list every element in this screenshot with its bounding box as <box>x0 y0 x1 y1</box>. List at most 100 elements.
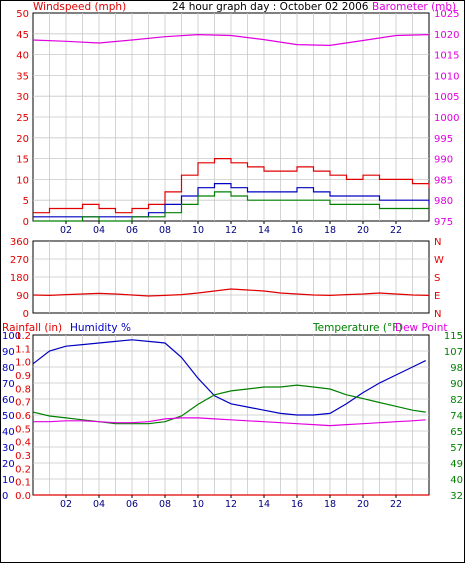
x-tick-label: 10 <box>192 225 204 236</box>
rain-tick-label: 1.1 <box>15 344 31 355</box>
baro-tick-label: 995 <box>434 134 453 145</box>
rain-tick-label: 0.4 <box>15 438 31 449</box>
rain-tick-label: 0.3 <box>15 451 31 462</box>
humidity-tick-label: 40 <box>2 427 15 438</box>
panel-1-ticks: 02 04 06 08 10 12 14 16 18 20 22051015202530354045… <box>16 9 459 236</box>
temperature-tick-label: 74 <box>450 411 463 422</box>
baro-tick-label: 1015 <box>434 51 459 62</box>
humidity-tick-label: 90 <box>2 347 15 358</box>
rain-tick-label: 0.2 <box>15 464 31 475</box>
temperature-tick-label: 49 <box>450 459 463 470</box>
rain-tick-label: 0.1 <box>15 478 31 489</box>
dewpoint-line <box>33 417 426 427</box>
wind-tick-label: 0 <box>23 217 29 228</box>
baro-axis-title: Barometer (mb) <box>372 1 456 13</box>
x-tick-label: 16 <box>291 499 303 510</box>
humidity-tick-label: 60 <box>2 395 15 406</box>
wind-tick-label: 5 <box>23 196 29 207</box>
direction-line <box>32 288 430 297</box>
baro-tick-label: 980 <box>434 196 453 207</box>
temperature-tick-label: 90 <box>450 379 463 390</box>
wind-tick-label: 15 <box>16 155 29 166</box>
temperature-tick-label: 32 <box>450 491 463 502</box>
wind-tick-label: 30 <box>16 92 29 103</box>
humidity-line <box>32 339 426 416</box>
wind-axis-title: Windspeed (mph) <box>33 1 126 13</box>
humidity-tick-label: 50 <box>2 411 15 422</box>
panel-1-series <box>32 33 430 222</box>
low-line <box>33 191 429 222</box>
direction-tick-label: 0 <box>23 309 29 320</box>
x-tick-label: 14 <box>258 225 270 236</box>
baro-tick-label: 1025 <box>434 9 459 20</box>
compass-tick-label: E <box>434 291 440 302</box>
x-tick-label: 02 <box>60 499 72 510</box>
x-tick-label: 14 <box>258 499 270 510</box>
direction-tick-label: 270 <box>10 255 29 266</box>
panel-3-ticks: 02 04 06 08 10 12 14 16 18 20 22 0 10 20 30 40 50 60 70 80 9… <box>2 331 463 510</box>
x-tick-label: 12 <box>225 225 237 236</box>
temperature-tick-label: 98 <box>450 363 463 374</box>
humidity-tick-label: 100 <box>2 331 21 342</box>
x-tick-label: 22 <box>390 225 402 236</box>
wind-tick-label: 10 <box>16 175 29 186</box>
rain-tick-label: 0.6 <box>15 411 31 422</box>
rain-axis-title: Rainfall (in) <box>2 322 62 334</box>
humidity-axis-title: Humidity % <box>70 322 131 334</box>
humidity-tick-label: 30 <box>2 443 15 454</box>
compass-tick-label: W <box>434 255 444 266</box>
rain-tick-label: 0.0 <box>15 491 31 502</box>
humidity-tick-label: 10 <box>2 475 15 486</box>
x-tick-label: 04 <box>93 499 105 510</box>
x-tick-label: 16 <box>291 225 303 236</box>
rain-humidity-temp-panel: 02 04 06 08 10 12 14 16 18 20 22 0 10 20 30 40 50 60 70 80 9… <box>2 331 463 510</box>
compass-tick-label: N <box>434 309 441 320</box>
panel-2-grid <box>33 241 429 313</box>
rain-tick-label: 0.8 <box>15 384 31 395</box>
x-tick-label: 18 <box>324 225 336 236</box>
baro-tick-label: 1010 <box>434 71 459 82</box>
wind-baro-panel: 02 04 06 08 10 12 14 16 18 20 22051015202530354045… <box>16 9 459 236</box>
direction-tick-label: 360 <box>10 237 29 248</box>
x-tick-label: 20 <box>357 499 369 510</box>
baro-tick-label: 1000 <box>434 113 459 124</box>
compass-tick-label: S <box>434 273 440 284</box>
compass-tick-label: N <box>434 237 441 248</box>
wind-tick-label: 35 <box>16 71 29 82</box>
rain-tick-label: 1.0 <box>15 358 31 369</box>
barometer-line <box>32 33 430 47</box>
x-tick-label: 10 <box>192 499 204 510</box>
rain-tick-label: 0.9 <box>15 371 31 382</box>
humidity-tick-label: 70 <box>2 379 15 390</box>
temperature-tick-label: 65 <box>450 427 463 438</box>
temperature-axis-title: Temperature (°F) <box>312 322 402 334</box>
rain-tick-label: 0.5 <box>15 424 31 435</box>
temperature-tick-label: 40 <box>450 475 463 486</box>
rain-tick-label: 0.7 <box>15 398 31 409</box>
x-tick-label: 04 <box>93 225 105 236</box>
wind-tick-label: 50 <box>16 9 29 20</box>
baro-tick-label: 1020 <box>434 30 459 41</box>
x-tick-label: 20 <box>357 225 369 236</box>
dewpoint-axis-title: Dew Point <box>395 322 448 334</box>
x-tick-label: 22 <box>390 499 402 510</box>
panel-1-grid <box>33 13 429 221</box>
x-tick-label: 02 <box>60 225 72 236</box>
baro-tick-label: 990 <box>434 155 453 166</box>
x-tick-label: 18 <box>324 499 336 510</box>
direction-tick-label: 90 <box>16 291 29 302</box>
temperature-tick-label: 57 <box>450 443 463 454</box>
wind-tick-label: 45 <box>16 30 29 41</box>
temperature-tick-label: 107 <box>444 347 463 358</box>
x-tick-label: 12 <box>225 499 237 510</box>
graph-title: 24 hour graph day : October 02 2006 <box>172 1 369 13</box>
humidity-tick-label: 0 <box>2 491 8 502</box>
temperature-tick-label: 82 <box>450 395 463 406</box>
wind-tick-label: 25 <box>16 113 29 124</box>
baro-tick-label: 985 <box>434 175 453 186</box>
humidity-tick-label: 80 <box>2 363 15 374</box>
x-tick-label: 08 <box>159 499 171 510</box>
